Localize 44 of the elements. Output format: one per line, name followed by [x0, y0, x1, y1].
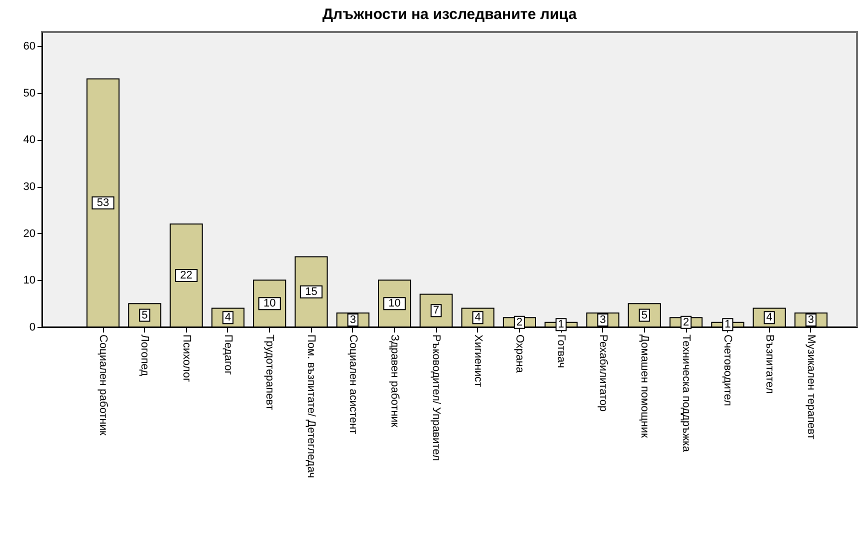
data-label: 10 — [388, 298, 401, 310]
y-tick-label: 40 — [23, 134, 36, 146]
data-label: 4 — [474, 312, 481, 324]
data-label: 5 — [641, 309, 648, 322]
x-tick-label: Хигиенист — [472, 334, 484, 388]
x-tick-label: Пом. възпитате/ Детегледач — [305, 334, 318, 478]
chart-title: Длъжности на изследваните лица — [322, 6, 578, 23]
data-label: 1 — [558, 318, 564, 331]
data-label: 3 — [600, 314, 606, 326]
data-label: 22 — [180, 269, 192, 282]
data-label: 3 — [808, 314, 814, 326]
x-tick-label: Счетоводител — [722, 334, 734, 406]
y-tick-label: 20 — [23, 228, 36, 240]
y-tick-label: 10 — [23, 274, 36, 287]
data-label: 53 — [96, 196, 110, 209]
x-tick-label: Домашен помощник — [638, 334, 650, 438]
data-label: 2 — [682, 316, 690, 328]
data-label: 5 — [142, 309, 148, 322]
data-label: 2 — [516, 316, 523, 328]
data-label: 15 — [305, 286, 318, 298]
x-tick-label: Техническа поддръжка — [680, 334, 692, 453]
x-tick-label: Социален работник — [97, 334, 110, 436]
x-tick-label: Здравен работник — [388, 334, 401, 428]
y-tick-label: 30 — [23, 181, 36, 194]
data-label: 7 — [433, 304, 440, 317]
x-tick-label: Логопед — [138, 334, 151, 377]
x-tick-label: Трудотерапевт — [264, 334, 276, 410]
y-tick-label: 50 — [23, 87, 36, 100]
data-label: 10 — [263, 298, 276, 310]
data-label: 3 — [350, 314, 356, 326]
data-label: 4 — [224, 312, 232, 324]
x-tick-label: Охрана — [513, 334, 526, 374]
x-tick-label: Музикален терапевт — [804, 334, 817, 440]
y-tick-label: 0 — [29, 322, 36, 334]
x-tick-label: Рехабилитатор — [596, 334, 609, 412]
data-label: 1 — [724, 318, 731, 331]
x-tick-label: Психолог — [180, 334, 192, 382]
x-tick-label: Педагог — [222, 334, 234, 375]
x-tick-label: Ръководител/ Управител — [430, 334, 442, 461]
data-label: 4 — [766, 312, 772, 324]
y-tick-label: 60 — [23, 40, 36, 53]
x-tick-label: Социален асистент — [346, 334, 359, 434]
x-tick-label: Готвач — [555, 334, 568, 368]
x-tick-label: Възпитател — [763, 334, 776, 394]
